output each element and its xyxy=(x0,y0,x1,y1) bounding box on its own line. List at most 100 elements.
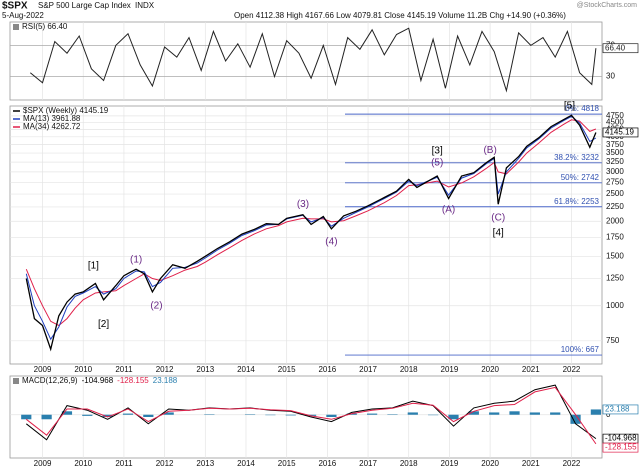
last-value-box xyxy=(602,43,639,54)
wave-label: (3) xyxy=(297,199,309,210)
series-line xyxy=(25,119,597,327)
x-tick-label: 2015 xyxy=(278,365,296,374)
wave-label: (2) xyxy=(150,300,162,311)
x-tick-label: 2020 xyxy=(481,459,499,468)
y-tick-label: 2750 xyxy=(606,178,624,187)
legend-label: $SPX (Weekly) 4145.19 xyxy=(23,106,109,115)
panel-frame xyxy=(9,21,603,101)
y-tick-label: 2500 xyxy=(606,189,624,198)
histogram-bar xyxy=(570,414,581,424)
x-tick-label: 2022 xyxy=(563,459,581,468)
x-tick-label: 2015 xyxy=(278,459,296,468)
y-tick-label: 3250 xyxy=(606,157,624,166)
histogram-bar xyxy=(102,414,113,417)
panel-legend: MACD(12,26,9) -104.968 -128.155 23.188 xyxy=(22,376,178,385)
y-tick-label: 1250 xyxy=(606,274,624,283)
legend-icon xyxy=(13,24,19,30)
x-tick-label: 2011 xyxy=(115,459,133,468)
last-value-box xyxy=(602,404,639,415)
wave-label: [1] xyxy=(88,260,99,271)
exchange: INDX xyxy=(135,1,155,10)
wave-label: (4) xyxy=(325,236,337,247)
x-tick-label: 2010 xyxy=(74,365,92,374)
last-value-label: 4145.19 xyxy=(605,128,634,137)
histogram-bar xyxy=(61,411,73,415)
histogram-bar xyxy=(468,411,479,415)
x-tick-label: 2014 xyxy=(237,459,255,468)
y-tick-label: 750 xyxy=(606,336,620,345)
fib-level-label: 61.8%: 2253 xyxy=(554,197,599,206)
histogram-bar xyxy=(305,414,317,416)
last-value-label: 66.40 xyxy=(605,43,626,52)
histogram-bar xyxy=(163,412,174,415)
legend-label: MA(13) 3961.88 xyxy=(23,114,81,123)
x-tick-label: 2010 xyxy=(74,459,92,468)
wave-label: (5) xyxy=(431,157,443,168)
histogram-bar xyxy=(346,413,357,415)
histogram-bar xyxy=(489,412,500,415)
series-line xyxy=(29,27,597,93)
y-tick-label: 3500 xyxy=(606,148,624,157)
last-value-label: -104.968 xyxy=(605,434,637,443)
histogram-bar xyxy=(509,411,520,415)
x-tick-label: 2013 xyxy=(196,459,214,468)
histogram-bar xyxy=(326,414,337,417)
y-tick-label: 1500 xyxy=(606,251,624,260)
x-tick-label: 2021 xyxy=(522,459,540,468)
y-tick-label: 4750 xyxy=(606,111,624,120)
last-value-label: 23.188 xyxy=(605,405,630,414)
legend-icon xyxy=(13,378,19,384)
index-name: S&P 500 Large Cap Index xyxy=(38,1,131,10)
histogram-bar xyxy=(285,414,296,416)
histogram-bar xyxy=(590,409,602,415)
wave-label: [4] xyxy=(493,227,504,238)
x-tick-label: 2019 xyxy=(441,365,459,374)
x-tick-label: 2018 xyxy=(400,365,418,374)
source: @StockCharts.com xyxy=(577,2,638,9)
legend-label: MA(34) 4262.72 xyxy=(23,122,81,131)
y-tick-label: 2000 xyxy=(606,216,624,225)
x-tick-label: 2013 xyxy=(196,365,214,374)
quote: Open 4112.38 High 4167.66 Low 4079.81 Cl… xyxy=(234,11,566,20)
x-tick-label: 2011 xyxy=(115,365,133,374)
x-tick-label: 2012 xyxy=(156,459,174,468)
x-tick-label: 2014 xyxy=(237,365,255,374)
wave-label: [5] xyxy=(564,101,575,112)
x-tick-label: 2009 xyxy=(34,459,52,468)
panel-legend: RSI(5) 66.40 xyxy=(22,22,68,31)
fib-level-label: 0%: 4818 xyxy=(565,104,599,113)
last-value-box xyxy=(602,442,639,453)
wave-label: [2] xyxy=(98,319,109,330)
y-tick-label: 3000 xyxy=(606,167,624,176)
fib-level-label: 50%: 2742 xyxy=(561,173,600,182)
histogram-bar xyxy=(367,413,378,415)
series-line xyxy=(25,114,597,352)
panel-title: MACD(12,26,9) xyxy=(22,376,78,385)
panel-frame xyxy=(9,375,603,459)
histogram-bar xyxy=(407,412,418,415)
date: 5-Aug-2022 xyxy=(2,11,44,20)
fib-level-label: 38.2%: 3232 xyxy=(554,153,599,162)
histogram-bar xyxy=(41,414,52,420)
last-value-box xyxy=(602,127,639,138)
histogram-bar xyxy=(21,414,32,420)
x-tick-label: 2017 xyxy=(359,365,377,374)
x-tick-label: 2012 xyxy=(156,365,174,374)
legend-value: -104.968 xyxy=(82,376,114,385)
legend-value: -128.155 xyxy=(117,376,149,385)
x-tick-label: 2020 xyxy=(481,365,499,374)
series-line xyxy=(25,386,597,445)
x-tick-label: 2019 xyxy=(441,459,459,468)
histogram-bar xyxy=(550,412,561,415)
legend-value: 23.188 xyxy=(153,376,178,385)
symbol: $SPX xyxy=(2,1,28,12)
x-tick-label: 2018 xyxy=(400,459,418,468)
y-tick-label: 4500 xyxy=(606,118,624,127)
x-tick-label: 2009 xyxy=(34,365,52,374)
histogram-bar xyxy=(448,414,459,420)
y-tick-label: 0 xyxy=(606,410,611,419)
panel-frame xyxy=(9,105,603,365)
y-tick-label: 30 xyxy=(606,72,615,81)
histogram-bar xyxy=(122,413,134,415)
